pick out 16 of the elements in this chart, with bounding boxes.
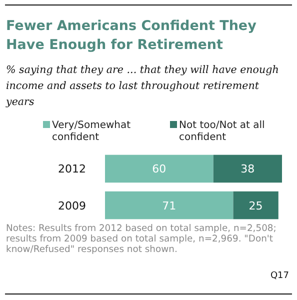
legend-label: Not too/Not at all confident — [179, 120, 265, 143]
y-tick-label: 2009 — [58, 199, 86, 212]
data-label: 60 — [152, 162, 166, 176]
y-tick-label: 2012 — [58, 162, 86, 176]
bar — [105, 191, 234, 220]
bar — [213, 154, 282, 183]
chart-title: Fewer Americans Confident They Have Enough for Retirement — [6, 18, 257, 53]
data-label: 25 — [248, 199, 263, 212]
bar — [233, 191, 278, 220]
data-label: 38 — [240, 162, 255, 176]
bar — [105, 154, 214, 183]
chart-subtitle: % saying that they are ... that they will have enough income and assets to last throughout retirement years — [5, 64, 279, 108]
text: Q17 — [270, 271, 289, 281]
legend-label: Very/Somewhat confident — [52, 120, 131, 143]
data-label: 71 — [162, 199, 176, 212]
annotation: Notes: Results from 2012 based on total sample, n=2,508; results from 2009 based on total sample, n=2,969. "Don't know/Refused" responses not shown. — [6, 223, 276, 255]
